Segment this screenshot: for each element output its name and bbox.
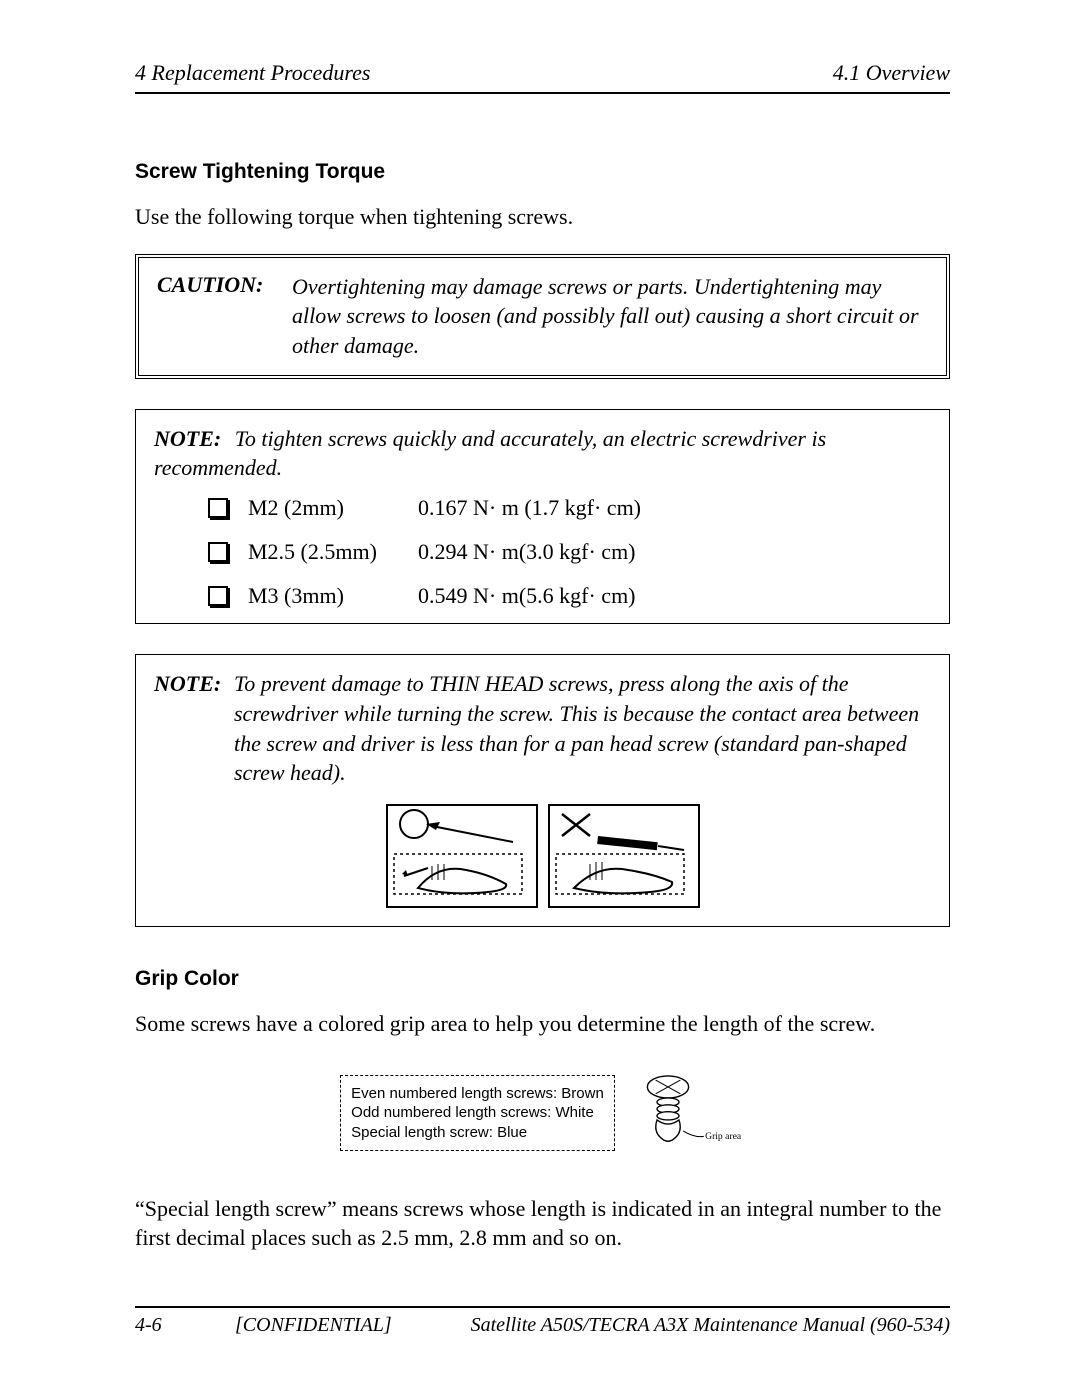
section-title-grip: Grip Color bbox=[135, 967, 950, 991]
grip-legend-box: Even numbered length screws: Brown Odd n… bbox=[340, 1075, 615, 1152]
note2-body: NOTE: To prevent damage to THIN HEAD scr… bbox=[154, 669, 931, 788]
screw-icon: Grip area bbox=[635, 1061, 745, 1161]
page: 4 Replacement Procedures 4.1 Overview Sc… bbox=[0, 0, 1080, 1397]
footer-manual-title: Satellite A50S/TECRA A3X Maintenance Man… bbox=[471, 1314, 950, 1337]
page-footer: 4-6 [CONFIDENTIAL] Satellite A50S/TECRA … bbox=[135, 1306, 950, 1337]
bullet-icon bbox=[208, 498, 228, 518]
note1-text: NOTE: To tighten screws quickly and accu… bbox=[154, 424, 931, 483]
grip-area-label: Grip area bbox=[705, 1131, 742, 1142]
caution-label: CAUTION: bbox=[157, 272, 292, 361]
torque-label: M2 (2mm) bbox=[248, 495, 418, 521]
note1-label: NOTE: bbox=[154, 426, 221, 451]
section-title-torque: Screw Tightening Torque bbox=[135, 160, 950, 184]
note-box-2: NOTE: To prevent damage to THIN HEAD scr… bbox=[135, 654, 950, 927]
torque-label: M2.5 (2.5mm) bbox=[248, 539, 418, 565]
note2-text: To prevent damage to THIN HEAD screws, p… bbox=[234, 669, 931, 788]
grip-intro: Some screws have a colored grip area to … bbox=[135, 1009, 950, 1039]
legend-line: Special length screw: Blue bbox=[351, 1123, 604, 1143]
correct-icon bbox=[388, 806, 536, 906]
legend-line: Even numbered length screws: Brown bbox=[351, 1084, 604, 1104]
torque-label: M3 (3mm) bbox=[248, 583, 418, 609]
screw-diagram: Grip area bbox=[635, 1061, 745, 1166]
screwdriver-diagram-row bbox=[154, 804, 931, 908]
header-right: 4.1 Overview bbox=[833, 60, 950, 86]
caution-text: Overtightening may damage screws or part… bbox=[292, 272, 928, 361]
torque-value: 0.549 N· m(5.6 kgf· cm) bbox=[418, 583, 636, 609]
torque-row: M3 (3mm) 0.549 N· m(5.6 kgf· cm) bbox=[208, 583, 931, 609]
torque-row: M2.5 (2.5mm) 0.294 N· m(3.0 kgf· cm) bbox=[208, 539, 931, 565]
note1-body: To tighten screws quickly and accurately… bbox=[154, 426, 826, 481]
torque-intro: Use the following torque when tightening… bbox=[135, 202, 950, 232]
header-left: 4 Replacement Procedures bbox=[135, 60, 370, 86]
torque-value: 0.167 N· m (1.7 kgf· cm) bbox=[418, 495, 641, 521]
torque-value: 0.294 N· m(3.0 kgf· cm) bbox=[418, 539, 636, 565]
incorrect-icon bbox=[550, 806, 698, 906]
diagram-incorrect bbox=[548, 804, 700, 908]
torque-row: M2 (2mm) 0.167 N· m (1.7 kgf· cm) bbox=[208, 495, 931, 521]
diagram-correct bbox=[386, 804, 538, 908]
footer-confidential: [CONFIDENTIAL] bbox=[235, 1314, 392, 1337]
caution-box: CAUTION: Overtightening may damage screw… bbox=[135, 254, 950, 379]
note2-label: NOTE: bbox=[154, 669, 234, 788]
grip-legend-row: Even numbered length screws: Brown Odd n… bbox=[135, 1061, 950, 1166]
bullet-icon bbox=[208, 586, 228, 606]
bullet-icon bbox=[208, 542, 228, 562]
note-box-1: NOTE: To tighten screws quickly and accu… bbox=[135, 409, 950, 624]
footer-page-number: 4-6 bbox=[135, 1314, 162, 1337]
legend-line: Odd numbered length screws: White bbox=[351, 1103, 604, 1123]
page-header: 4 Replacement Procedures 4.1 Overview bbox=[135, 60, 950, 94]
grip-outro: “Special length screw” means screws whos… bbox=[135, 1194, 950, 1253]
